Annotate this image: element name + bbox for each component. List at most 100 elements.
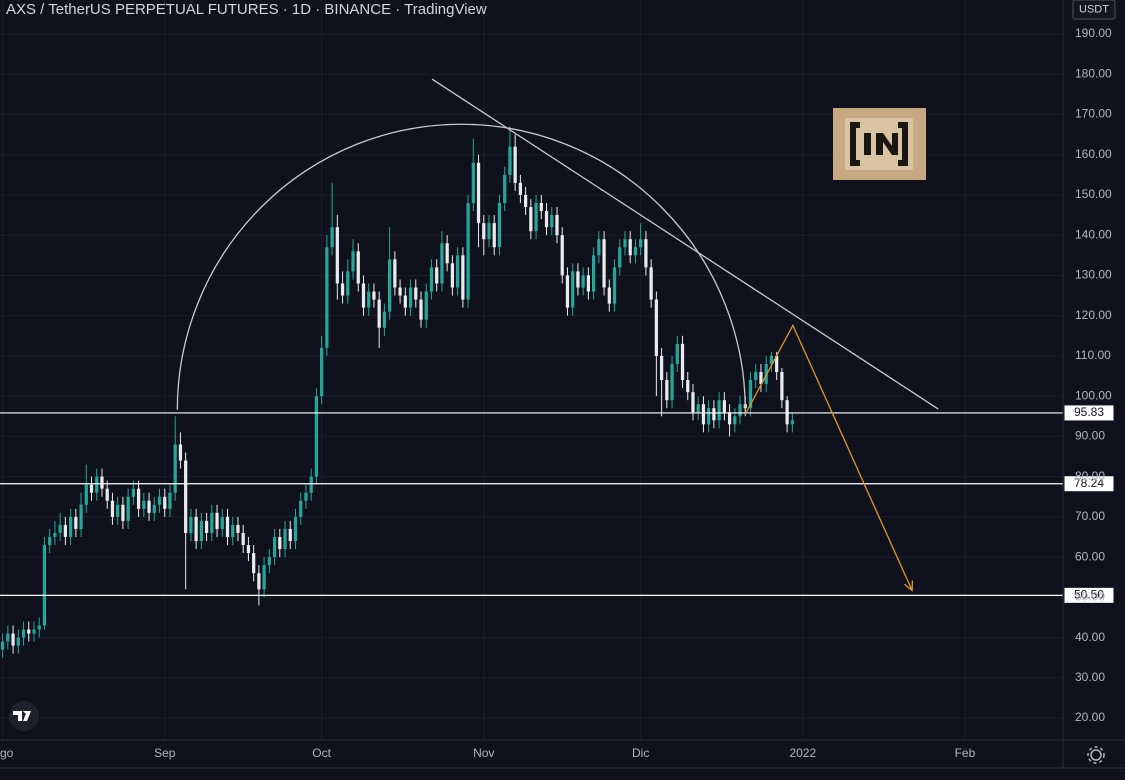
y-tick-label: 150.00 bbox=[1075, 187, 1112, 201]
y-tick-label: 50.00 bbox=[1075, 590, 1105, 604]
candle-body bbox=[0, 641, 5, 650]
candle-body bbox=[393, 259, 397, 288]
candle-body bbox=[48, 536, 52, 546]
candle-body bbox=[320, 347, 324, 397]
candle-body bbox=[482, 223, 486, 240]
arrow-head bbox=[904, 580, 914, 592]
y-tick-label: 100.00 bbox=[1075, 388, 1112, 402]
candle-body bbox=[215, 512, 219, 529]
candle-body bbox=[476, 162, 481, 224]
candle-body bbox=[116, 504, 120, 517]
candle-body bbox=[586, 275, 590, 292]
settings-icon[interactable] bbox=[1087, 746, 1105, 764]
candle-body bbox=[607, 287, 611, 304]
candle-body bbox=[288, 528, 292, 542]
candle-body bbox=[450, 263, 455, 288]
candle-body bbox=[738, 404, 742, 417]
candle-body bbox=[361, 283, 366, 308]
candle-body bbox=[42, 545, 47, 626]
candle-body bbox=[314, 396, 319, 477]
candle-body bbox=[63, 524, 67, 537]
candle-body bbox=[659, 355, 664, 381]
candle-body bbox=[565, 275, 570, 308]
candle-body bbox=[775, 355, 779, 373]
level-label-box bbox=[1063, 404, 1115, 422]
candle-body bbox=[335, 227, 339, 284]
drawing-arrow bbox=[744, 323, 913, 591]
candle-body bbox=[466, 203, 470, 300]
candle-body bbox=[727, 412, 732, 425]
candle-body bbox=[267, 557, 271, 566]
candle-body bbox=[618, 247, 622, 268]
candle-body bbox=[32, 629, 36, 634]
candle-body bbox=[262, 565, 266, 590]
candle-body bbox=[576, 271, 580, 288]
candle-body bbox=[780, 372, 784, 401]
candle-body bbox=[220, 516, 224, 529]
candle-body bbox=[53, 532, 57, 537]
unit-box[interactable] bbox=[1072, 0, 1116, 20]
candle-body bbox=[461, 255, 465, 300]
y-tick-label: 170.00 bbox=[1075, 107, 1112, 121]
candle-body bbox=[351, 251, 355, 272]
candle-body bbox=[184, 460, 188, 533]
candle-body bbox=[304, 492, 308, 501]
candle-body bbox=[445, 243, 449, 264]
candle-body bbox=[429, 267, 434, 292]
candle-body bbox=[325, 247, 329, 348]
candle-body bbox=[210, 512, 214, 533]
watermark-logo bbox=[833, 108, 926, 180]
candle-body bbox=[299, 500, 303, 517]
candle-body bbox=[74, 516, 78, 529]
tradingview-logo bbox=[9, 701, 39, 731]
candle-body bbox=[424, 291, 428, 320]
x-tick-label: 2022 bbox=[789, 746, 816, 760]
candle-body bbox=[581, 275, 585, 288]
candles bbox=[0, 126, 794, 658]
candle-body bbox=[246, 545, 251, 554]
drawing-line bbox=[431, 78, 939, 410]
candle-body bbox=[340, 283, 345, 296]
candle-body bbox=[367, 291, 371, 308]
candle-body bbox=[523, 194, 528, 208]
candle-body bbox=[754, 372, 758, 381]
candle-body bbox=[199, 520, 203, 542]
drawing-arc bbox=[176, 123, 746, 410]
candle-body bbox=[680, 343, 685, 381]
candle-body bbox=[152, 504, 156, 513]
candle-body bbox=[168, 492, 172, 509]
candle-body bbox=[701, 404, 706, 425]
candle-body bbox=[471, 162, 475, 204]
candle-body bbox=[100, 476, 104, 489]
candle-body bbox=[534, 203, 538, 232]
candle-body bbox=[790, 420, 794, 425]
y-tick-label: 90.00 bbox=[1075, 429, 1105, 443]
candle-body bbox=[571, 271, 575, 308]
candle-body bbox=[356, 251, 360, 284]
levels: 95.83 78.24 50.50 bbox=[0, 404, 1115, 604]
candle-body bbox=[131, 488, 135, 497]
candle-body bbox=[440, 243, 444, 284]
candle-body bbox=[68, 516, 73, 537]
level-label-box bbox=[1063, 475, 1115, 493]
candle-body bbox=[628, 239, 632, 256]
candle-body bbox=[487, 223, 491, 240]
axes: 20.00 30.00 40.00 50.00 60.00 70.00 80.00 90.00… bbox=[0, 26, 1112, 760]
x-tick-label: Dic bbox=[632, 746, 649, 760]
candle-body bbox=[649, 267, 653, 300]
y-tick-label: 60.00 bbox=[1075, 549, 1105, 563]
candle-body bbox=[456, 255, 460, 288]
candle-body bbox=[529, 207, 533, 232]
candle-body bbox=[126, 496, 130, 521]
candle-body bbox=[309, 476, 313, 493]
candle-body bbox=[21, 629, 26, 638]
candle-body bbox=[633, 247, 638, 256]
level-label: 95.83 bbox=[1074, 405, 1104, 419]
candle-body bbox=[691, 392, 695, 413]
y-tick-label: 130.00 bbox=[1075, 268, 1112, 282]
candle-body bbox=[544, 211, 549, 228]
candle-body bbox=[518, 182, 523, 195]
candle-body bbox=[435, 267, 439, 284]
